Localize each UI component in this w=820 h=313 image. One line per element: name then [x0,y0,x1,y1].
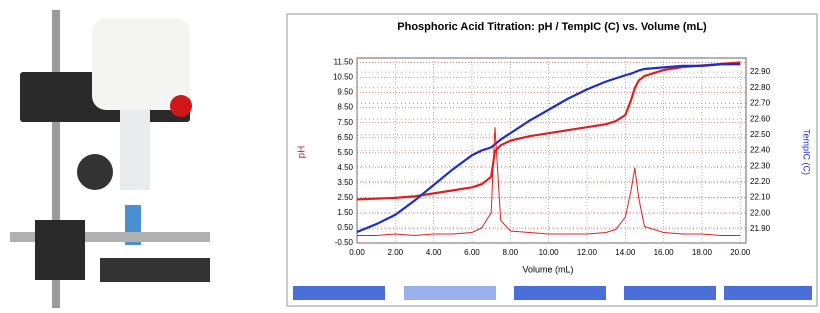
button[interactable] [724,286,812,300]
y-tick-label: 1.50 [337,208,353,217]
y2-tick-label: 22.60 [750,114,771,123]
x-tick-label: 16.00 [654,248,675,257]
y-axis-label: pH [297,146,308,159]
y-tick-label: 9.50 [337,88,353,97]
y2-tick-label: 22.90 [750,67,771,76]
y2-tick-label: 22.30 [750,161,771,170]
y-tick-label: 0.50 [337,223,353,232]
apparatus-photo [10,10,210,308]
y-tick-label: 10.50 [333,73,354,82]
page: Phosphoric Acid Titration: pH / TempIC (… [0,0,820,308]
lower-clamp [35,220,85,280]
y2-tick-label: 22.10 [750,193,771,202]
button[interactable] [293,286,385,300]
tube [120,110,150,190]
y2-tick-label: 21.90 [750,224,771,233]
x-tick-label: 10.00 [539,248,560,257]
x-tick-label: 20.00 [730,248,751,257]
y-tick-label: 11.50 [334,58,354,67]
y2-tick-label: 22.80 [750,83,771,92]
x-tick-label: 4.00 [426,248,442,257]
x-tick-label: 0.00 [349,248,365,257]
x-tick-label: 18.00 [692,248,713,257]
y-tick-label: 5.50 [337,148,353,157]
base-clamp [100,258,210,282]
y-tick-label: 4.50 [337,163,353,172]
y-tick-label: 3.50 [337,178,353,187]
button[interactable] [624,286,716,300]
x-tick-label: 6.00 [464,248,480,257]
x-tick-label: 14.00 [615,248,636,257]
y-tick-label: -0.50 [335,238,354,247]
buttons [293,286,812,300]
y2-axis-label: TempIC (C) [802,129,812,175]
y2-tick-label: 22.50 [750,130,771,139]
y2-tick-label: 22.20 [750,177,771,186]
knob [77,154,113,190]
y2-tick-label: 22.70 [750,99,771,108]
y-tick-label: 2.50 [337,193,353,202]
button[interactable] [514,286,606,300]
x-tick-label: 2.00 [388,248,404,257]
x-tick-label: 8.00 [503,248,519,257]
x-axis-label: Volume (mL) [522,264,573,274]
reservoir [92,18,190,110]
y-tick-label: 7.50 [337,118,353,127]
plot-area [357,58,746,243]
y-tick-label: 6.50 [337,133,353,142]
chart-title: Phosphoric Acid Titration: pH / TempIC (… [397,21,707,33]
y2-tick-label: 22.00 [750,208,771,217]
x-tick-label: 12.00 [577,248,598,257]
button[interactable] [404,286,496,300]
y2-tick-label: 22.40 [750,146,771,155]
valve [170,95,192,117]
y-tick-label: 8.50 [337,103,353,112]
